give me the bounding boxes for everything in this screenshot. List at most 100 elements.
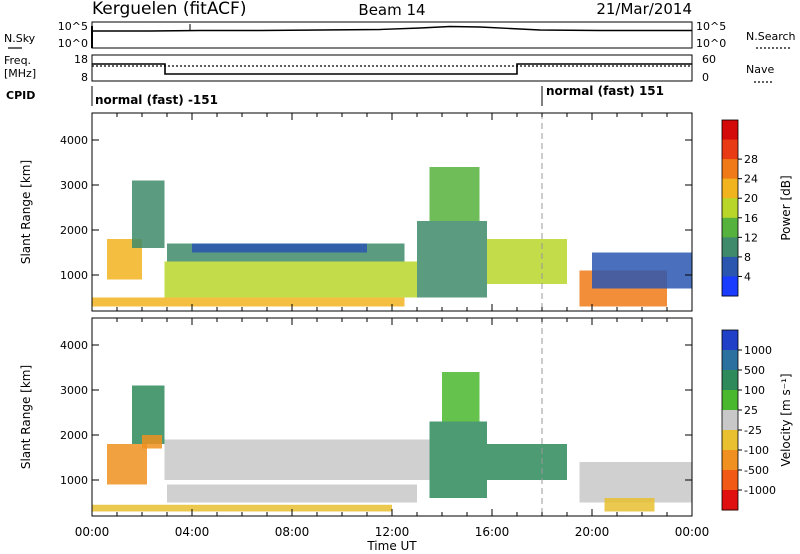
freq-tick-low: 8 [81, 71, 88, 84]
power-colorbar-swatch-2 [722, 159, 738, 180]
time-tick-label-2: 08:00 [275, 525, 310, 539]
velocity-colorbar-tick-label-7: -1000 [744, 484, 776, 497]
power-colorbar-swatch-4 [722, 198, 738, 219]
velocity-region-3 [164, 439, 430, 480]
velocity-region-8 [487, 444, 567, 480]
power-colorbar-swatch-1 [722, 139, 738, 160]
power-data-layer [92, 167, 692, 307]
velocity-region-2 [142, 435, 162, 449]
velocity-colorbar-ticks: 1000 500 100 25 -25 -100 -500 -1000 [738, 344, 776, 497]
power-colorbar-swatch-8 [722, 276, 738, 297]
velocity-region-1 [132, 385, 165, 444]
velocity-colorbar-tick-label-0: 1000 [744, 344, 772, 357]
power-colorbar-swatch-5 [722, 217, 738, 238]
power-ytick-label-0: 1000 [60, 269, 88, 282]
power-colorbar-tick-label-5: 24 [744, 173, 758, 186]
cpid-segment-2: normal (fast) 151 [546, 84, 664, 98]
freq-tick-high: 18 [74, 53, 88, 66]
velocity-ytick-label-3: 4000 [60, 339, 88, 352]
velocity-colorbar-swatch-1 [722, 350, 738, 371]
power-colorbar-label: Power [dB] [779, 175, 793, 240]
time-tick-label-5: 20:00 [575, 525, 610, 539]
time-tick-label-3: 12:00 [375, 525, 410, 539]
time-tick-label-6: 00:00 [675, 525, 710, 539]
velocity-data-layer [92, 372, 692, 512]
velocity-ytick-label-2: 3000 [60, 384, 88, 397]
power-region-8 [487, 239, 567, 284]
power-colorbar-swatch-0 [722, 120, 738, 141]
power-colorbar-tick-label-1: 8 [744, 251, 751, 264]
cpid-segment-1: normal (fast) -151 [95, 93, 218, 107]
power-region-5 [92, 297, 405, 307]
time-tick-label-0: 00:00 [75, 525, 110, 539]
power-colorbar-swatches [722, 120, 738, 297]
power-ytick-label-3: 4000 [60, 134, 88, 147]
noise-left-tick-high: 10^5 [58, 20, 88, 33]
power-region-4 [192, 243, 367, 253]
velocity-panel: 1000 2000 3000 4000 Slant Range [km] [19, 317, 693, 517]
velocity-colorbar-tick-label-4: -25 [744, 424, 762, 437]
power-colorbar-swatch-7 [722, 256, 738, 277]
velocity-colorbar-swatch-4 [722, 410, 738, 431]
velocity-colorbar-swatch-6 [722, 450, 738, 471]
nave-tick-low: 0 [702, 71, 709, 84]
frequency-trace [92, 63, 692, 75]
power-ytick-label-1: 2000 [60, 224, 88, 237]
power-x-ticks [91, 113, 693, 311]
velocity-colorbar-label: Velocity [m s⁻¹] [779, 373, 793, 466]
freq-label-top: Freq. [4, 54, 31, 67]
velocity-colorbar-swatch-2 [722, 370, 738, 391]
power-colorbar-tick-label-4: 20 [744, 192, 758, 205]
power-colorbar-swatch-3 [722, 178, 738, 199]
velocity-region-5 [92, 504, 392, 512]
velocity-colorbar-tick-label-3: 25 [744, 404, 758, 417]
date-title: 21/Mar/2014 [596, 0, 692, 18]
velocity-ytick-label-1: 2000 [60, 429, 88, 442]
power-y-axis-label: Slant Range [km] [19, 160, 33, 264]
velocity-colorbar-tick-label-2: 100 [744, 384, 765, 397]
time-tick-label-4: 16:00 [475, 525, 510, 539]
nave-label: Nave [746, 63, 774, 76]
cpid-label: CPID [6, 89, 35, 102]
power-colorbar-tick-label-2: 12 [744, 231, 758, 244]
time-tick-label-1: 04:00 [175, 525, 210, 539]
velocity-region-0 [107, 444, 147, 485]
velocity-region-9 [579, 462, 692, 503]
power-colorbar-tick-label-0: 4 [744, 270, 751, 283]
cpid-row: CPID normal (fast) -151 normal (fast) 15… [6, 84, 664, 107]
velocity-colorbar-tick-label-5: -100 [744, 444, 769, 457]
velocity-region-6 [429, 421, 487, 498]
power-ytick-label-2: 3000 [60, 179, 88, 192]
velocity-region-10 [604, 498, 655, 512]
velocity-colorbar-swatch-7 [722, 470, 738, 491]
velocity-colorbar-swatch-0 [722, 330, 738, 351]
power-colorbar-ticks: 4 8 12 16 20 24 28 [738, 153, 758, 283]
power-y-ticks: 1000 2000 3000 4000 [60, 134, 692, 282]
power-region-10 [592, 252, 692, 289]
nave-tick-high: 60 [702, 53, 716, 66]
velocity-y-axis-label: Slant Range [km] [19, 365, 33, 469]
noise-left-tick-low: 10^0 [58, 37, 88, 50]
beam-title: Beam 14 [358, 1, 425, 19]
noise-search-label: N.Search [746, 30, 796, 43]
noise-right-tick-low: 10^0 [696, 37, 726, 50]
time-axis-title: Time UT [366, 539, 417, 553]
power-region-6 [417, 221, 487, 298]
velocity-colorbar-swatch-3 [722, 390, 738, 411]
velocity-colorbar-swatch-5 [722, 430, 738, 451]
power-region-2 [164, 261, 417, 298]
velocity-colorbar-tick-label-6: -500 [744, 464, 769, 477]
velocity-colorbar-swatch-8 [722, 490, 738, 511]
freq-label-bottom: [MHz] [4, 67, 36, 80]
noise-sky-trace [92, 25, 692, 32]
time-axis-labels: 00:00 04:00 08:00 12:00 16:00 20:00 00:00 [75, 525, 710, 539]
power-panel: 1000 2000 3000 4000 Slant Range [km] [19, 112, 693, 312]
station-title: Kerguelen (fitACF) [92, 0, 246, 19]
velocity-ytick-label-0: 1000 [60, 474, 88, 487]
noise-panel: 10^5 10^0 10^5 10^0 N.Sky N.Search [4, 20, 796, 50]
noise-sky-label: N.Sky [4, 32, 36, 45]
velocity-region-7 [442, 372, 480, 422]
power-colorbar-tick-label-6: 28 [744, 153, 758, 166]
velocity-colorbar-tick-label-1: 500 [744, 364, 765, 377]
